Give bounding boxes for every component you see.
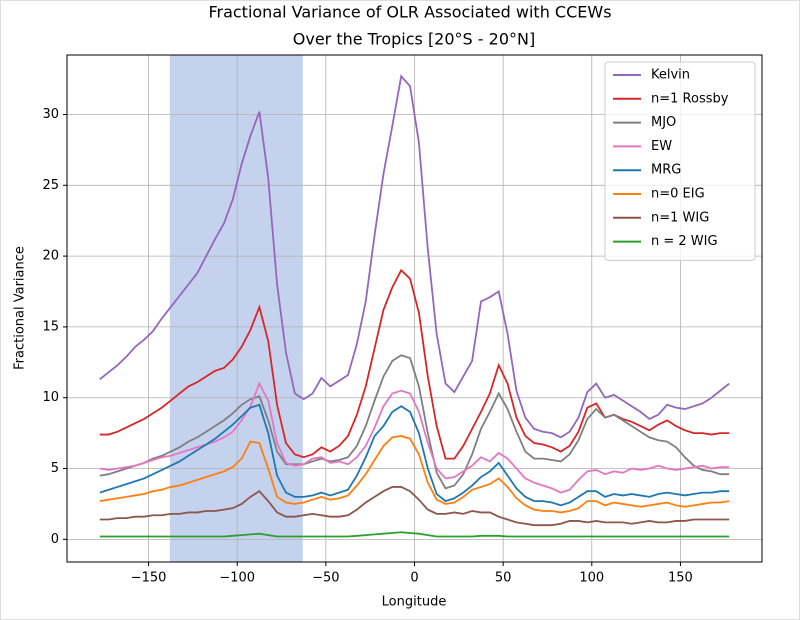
series-line <box>99 531 730 538</box>
y-tick-label: 0 <box>51 532 59 547</box>
x-tick-label: −50 <box>312 571 339 586</box>
legend-label: n=1 WIG <box>651 210 709 225</box>
x-tick-label: 100 <box>579 571 604 586</box>
y-tick-label: 15 <box>42 319 59 334</box>
chart-subtitle: Over the Tropics [20°S - 20°N] <box>293 30 535 49</box>
y-tick-label: 5 <box>51 461 59 476</box>
legend-label: Kelvin <box>651 68 690 83</box>
legend-label: n=1 Rossby <box>651 91 729 106</box>
x-tick-label: 150 <box>668 571 693 586</box>
legend-box <box>604 61 756 261</box>
legend-label: MJO <box>651 115 676 130</box>
series-line <box>99 74 730 439</box>
legend-label: EW <box>651 139 672 154</box>
x-tick-label: 0 <box>410 571 418 586</box>
legend-label: n = 2 WIG <box>651 234 718 249</box>
plot-frame <box>66 54 763 563</box>
x-tick-label: 50 <box>495 571 512 586</box>
y-tick-label: 10 <box>42 390 59 405</box>
series-line <box>99 354 730 490</box>
legend-label: n=0 EIG <box>651 187 705 202</box>
series-line <box>99 268 730 460</box>
y-axis-label: Fractional Variance <box>13 246 28 370</box>
y-tick-label: 20 <box>42 249 59 264</box>
x-tick-label: −150 <box>131 571 167 586</box>
y-tick-label: 30 <box>42 107 59 122</box>
series-line <box>99 435 730 514</box>
x-tick-label: −100 <box>219 571 255 586</box>
series-line <box>99 403 730 507</box>
legend-label: MRG <box>651 163 681 178</box>
series-line <box>99 486 730 527</box>
chart-title: Fractional Variance of OLR Associated wi… <box>208 3 611 22</box>
x-axis-label: Longitude <box>382 595 447 610</box>
y-tick-label: 25 <box>42 178 59 193</box>
